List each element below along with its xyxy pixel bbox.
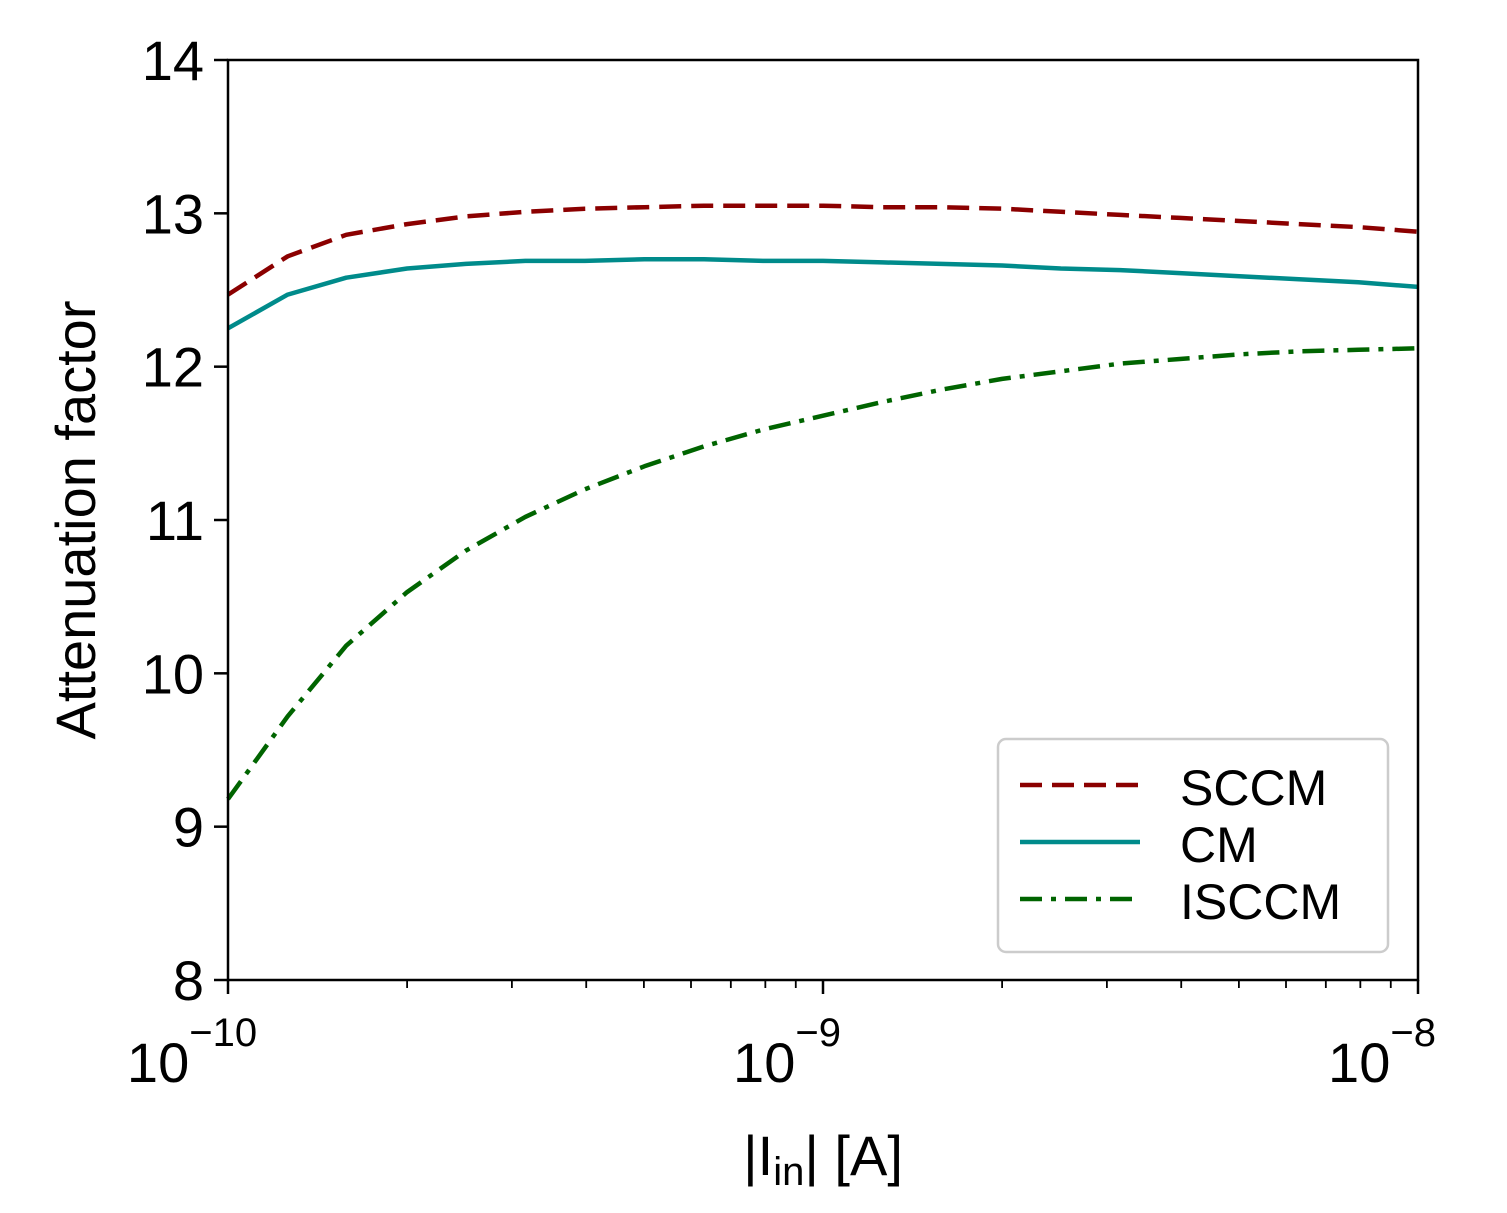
x-axis: 10−10 10−9 10−8 <box>127 980 1436 1094</box>
x-tick-label: 10−10 <box>127 1011 257 1094</box>
x-axis-label-sub: in <box>773 1150 804 1194</box>
x-tick-label: 10−8 <box>1328 1011 1436 1094</box>
series-line-sccm <box>226 203 1419 297</box>
y-tick-label: 12 <box>142 336 204 399</box>
x-axis-label-post: | [A] <box>804 1124 903 1187</box>
y-axis-label: Attenuation factor <box>44 301 107 740</box>
series-line-cm <box>226 257 1419 331</box>
y-tick-label: 14 <box>142 29 204 92</box>
x-axis-label: |Iin| [A] <box>743 1124 903 1194</box>
x-axis-label-pre: |I <box>743 1124 773 1187</box>
y-tick-label: 9 <box>173 796 204 859</box>
y-tick-label: 13 <box>142 182 204 245</box>
y-tick-label: 8 <box>173 949 204 1012</box>
series-layer <box>226 203 1419 801</box>
legend-label-sccm: SCCM <box>1180 760 1327 816</box>
legend-label-cm: CM <box>1180 817 1258 873</box>
series-line-isccm <box>226 346 1419 801</box>
y-tick-label: 10 <box>142 642 204 705</box>
x-tick-label: 10−9 <box>733 1011 841 1094</box>
y-tick-label: 11 <box>146 489 204 552</box>
legend-box <box>996 737 1390 954</box>
y-axis: 8 9 10 11 12 13 14 <box>142 29 228 1012</box>
legend-label-isccm: ISCCM <box>1180 874 1341 930</box>
